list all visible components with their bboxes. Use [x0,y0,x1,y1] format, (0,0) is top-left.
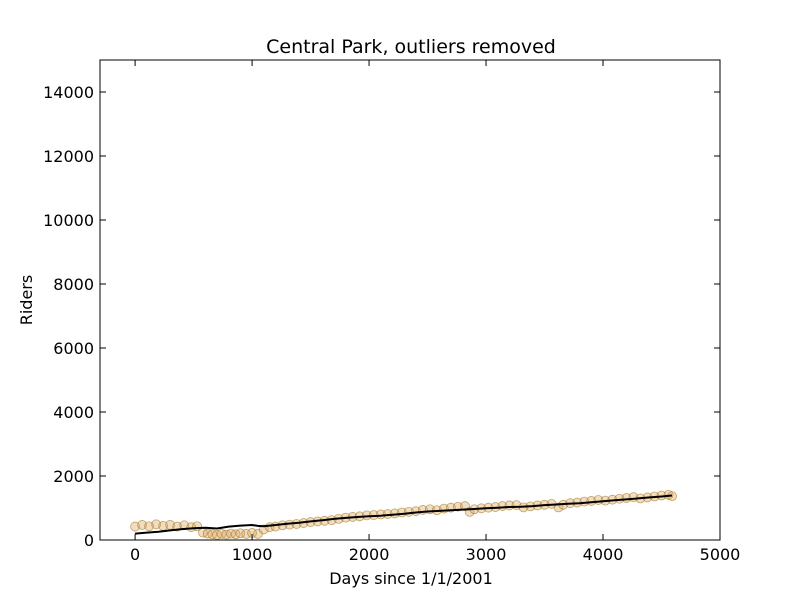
plot-frame [99,59,721,541]
x-tick-label: 0 [130,545,140,564]
x-tick-label: 1000 [232,545,273,564]
data-point [258,524,269,535]
y-axis-label: Riders [17,275,36,325]
x-tick-label: 4000 [583,545,624,564]
y-tick-label: 6000 [53,339,94,358]
y-tick-label: 14000 [43,83,94,102]
x-tick-label: 5000 [700,545,741,564]
y-tick-label: 12000 [43,147,94,166]
y-tick-label: 4000 [53,403,94,422]
trend-line [135,494,673,535]
y-tick-label: 10000 [43,211,94,230]
x-axis-label: Days since 1/1/2001 [329,569,493,588]
x-axis: 0 1000 2000 3000 4000 5000 [130,60,740,564]
y-tick-label: 2000 [53,467,94,486]
y-tick-label: 0 [84,531,94,550]
trend-layer [135,494,673,535]
x-tick-label: 3000 [466,545,507,564]
y-axis: 0 2000 4000 6000 8000 10000 12000 14000 [43,83,720,550]
chart-title: Central Park, outliers removed [266,36,556,58]
x-tick-label: 2000 [349,545,390,564]
y-tick-label: 8000 [53,275,94,294]
points-layer [130,489,677,540]
